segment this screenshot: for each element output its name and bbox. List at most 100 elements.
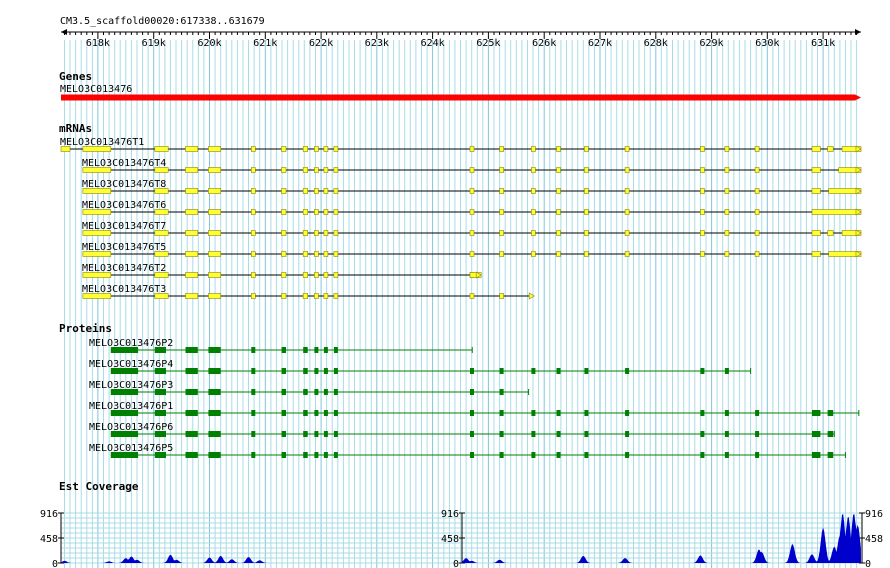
protein-cds-block (110, 410, 139, 416)
mrna-exon (584, 188, 589, 194)
protein-cds-block (827, 452, 834, 458)
mrna-exon (208, 251, 221, 257)
coverage-tick-label: 0 (453, 559, 459, 568)
mrna-exon (469, 188, 475, 194)
protein-cds-block (281, 452, 286, 458)
section-mrnas-title: mRNAs (59, 122, 92, 135)
protein-cds-block (303, 389, 308, 395)
mrna-strand-arrow (475, 271, 482, 279)
mrna-exon (281, 188, 287, 194)
mrna-exon (302, 230, 309, 236)
mrna-exon (82, 272, 112, 278)
mrna-exon (323, 209, 329, 215)
mrna-exon (302, 251, 309, 257)
mrna-exon (700, 146, 705, 152)
axis-tick-label: 618k (86, 38, 110, 49)
protein-cds-block (323, 347, 328, 353)
mrna-label: MELO3C013476T1 (60, 137, 144, 148)
mrna-exon (82, 209, 112, 215)
mrna-exon (82, 230, 112, 236)
mrna-exon (314, 251, 319, 257)
protein-cds-block (556, 368, 561, 374)
mrna-exon (323, 188, 329, 194)
mrna-exon (584, 167, 589, 173)
mrna-exon (185, 209, 199, 215)
mrna-exon (281, 209, 287, 215)
protein-label: MELO3C013476P2 (89, 338, 173, 349)
mrna-exon (556, 209, 561, 215)
protein-cds-block (208, 452, 221, 458)
protein-cds-block (700, 452, 705, 458)
mrna-exon (281, 146, 287, 152)
protein-cds-block (154, 410, 166, 416)
mrna-exon (208, 167, 221, 173)
mrna-exon (469, 230, 475, 236)
mrna-label: MELO3C013476T8 (82, 179, 166, 190)
grid-lines (64, 40, 858, 568)
protein-cds-block (755, 431, 760, 437)
mrna-exon (333, 272, 339, 278)
mrna-exon (185, 230, 199, 236)
mrna-exon (154, 146, 169, 152)
protein-cds-block (251, 452, 256, 458)
protein-cds-block (333, 452, 338, 458)
mrna-exon (323, 293, 329, 299)
mrna-exon (499, 188, 504, 194)
mrna-exon (208, 188, 221, 194)
axis-tick-label: 623k (365, 38, 389, 49)
mrna-exon (724, 230, 730, 236)
mrna-exon (700, 230, 705, 236)
mrna-strand-arrow (528, 292, 535, 300)
mrna-exon (82, 251, 112, 257)
mrna-exon (82, 293, 112, 299)
protein-cds-block (499, 389, 504, 395)
protein-cds-block (323, 410, 328, 416)
protein-cds-block (499, 368, 504, 374)
protein-cds-block (470, 452, 474, 458)
protein-cds-block (208, 347, 221, 353)
protein-cds-block (584, 410, 589, 416)
protein-cds-block (700, 368, 705, 374)
coverage-tick-label: 916 (40, 509, 58, 520)
protein-cds-block (625, 410, 630, 416)
protein-cds-block (827, 410, 834, 416)
mrna-exon (333, 188, 339, 194)
mrna-exon (251, 146, 256, 152)
protein-cds-block (208, 410, 221, 416)
mrna-exon (584, 146, 589, 152)
mrna-exon (499, 251, 504, 257)
mrna-exon (302, 188, 309, 194)
protein-cds-block (185, 452, 198, 458)
mrna-label: MELO3C013476T3 (82, 284, 166, 295)
protein-label: MELO3C013476P3 (89, 380, 173, 391)
mrna-exon (154, 167, 169, 173)
coverage-tick-label: 0 (865, 559, 871, 568)
axis-tick-label: 621k (253, 38, 277, 49)
mrna-exon (700, 167, 705, 173)
gene-bar (61, 94, 861, 101)
gene-label: MELO3C013476 (60, 84, 132, 95)
mrna-exon (333, 167, 339, 173)
protein-cds-block (314, 452, 319, 458)
mrna-exon (251, 188, 256, 194)
protein-cds-block (625, 431, 630, 437)
mrna-label: MELO3C013476T6 (82, 200, 166, 211)
protein-label: MELO3C013476P4 (89, 359, 173, 370)
protein-cds-block (827, 431, 834, 437)
mrna-exon (469, 293, 475, 299)
axis-tick-label: 628k (644, 38, 668, 49)
protein-cds-block (531, 410, 536, 416)
mrna-exon (82, 188, 112, 194)
est-coverage-track: 916 458 0 916 458 0 916 458 0 (40, 509, 883, 568)
mrna-exon (208, 146, 221, 152)
section-genes-title: Genes (59, 70, 92, 83)
axis-tick-label: 630k (755, 38, 779, 49)
mrna-exon (754, 230, 760, 236)
protein-cds-block (154, 368, 166, 374)
protein-cds-block (499, 410, 504, 416)
protein-cds-block (584, 431, 589, 437)
protein-cds-block (700, 431, 705, 437)
protein-cds-block (251, 389, 256, 395)
axis-tick-label: 625k (476, 38, 500, 49)
mrna-exon (811, 230, 821, 236)
